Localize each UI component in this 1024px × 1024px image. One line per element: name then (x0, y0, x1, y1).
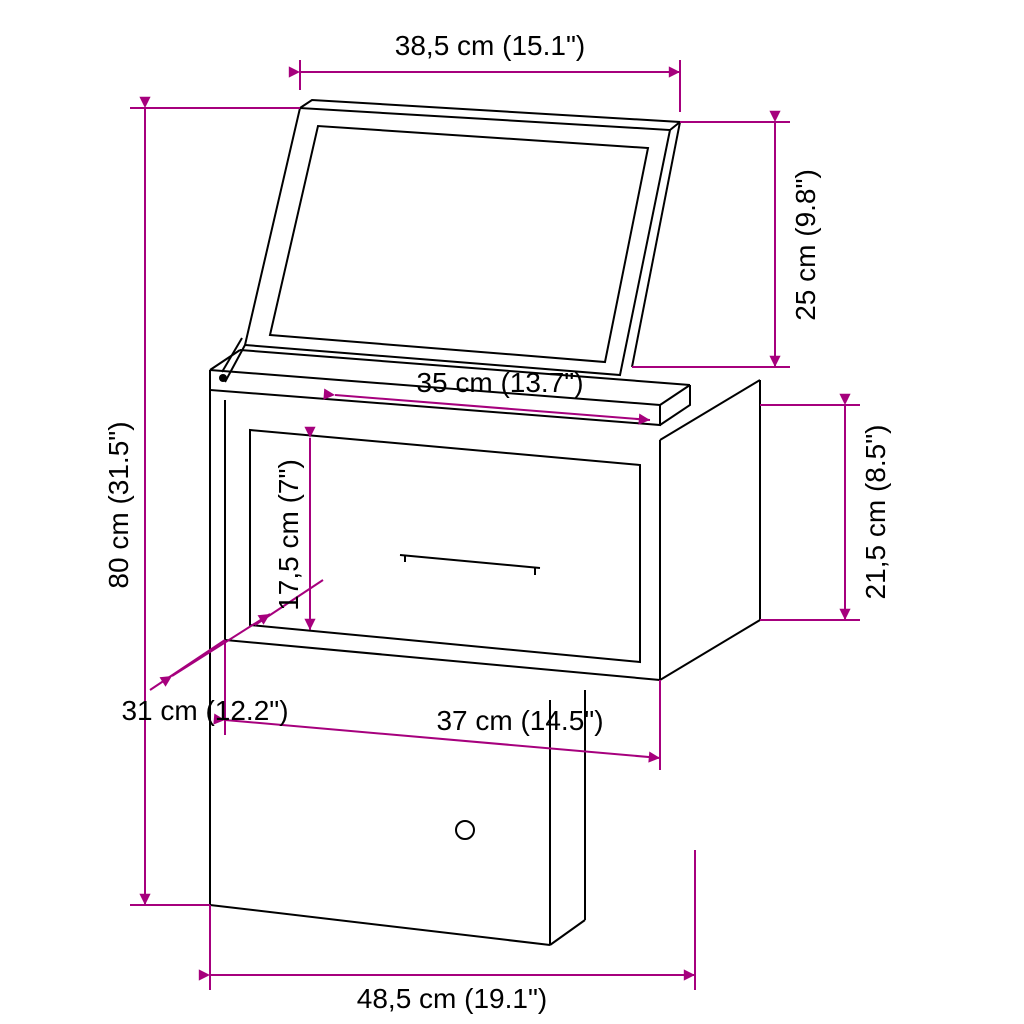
dimension-labels: 38,5 cm (15.1") 25 cm (9.8") 80 cm (31.5… (103, 30, 891, 1014)
label-bottom-width: 48,5 cm (19.1") (357, 983, 547, 1014)
label-total-height: 80 cm (31.5") (103, 421, 134, 588)
label-inner-width: 35 cm (13.7") (416, 367, 583, 398)
label-drawer-height: 17,5 cm (7") (273, 459, 304, 611)
label-depth: 31 cm (12.2") (121, 695, 288, 726)
dimension-lines (130, 60, 860, 990)
label-top-width: 38,5 cm (15.1") (395, 30, 585, 61)
label-mirror-height: 25 cm (9.8") (790, 169, 821, 321)
label-box-width: 37 cm (14.5") (436, 705, 603, 736)
label-box-height: 21,5 cm (8.5") (860, 425, 891, 600)
